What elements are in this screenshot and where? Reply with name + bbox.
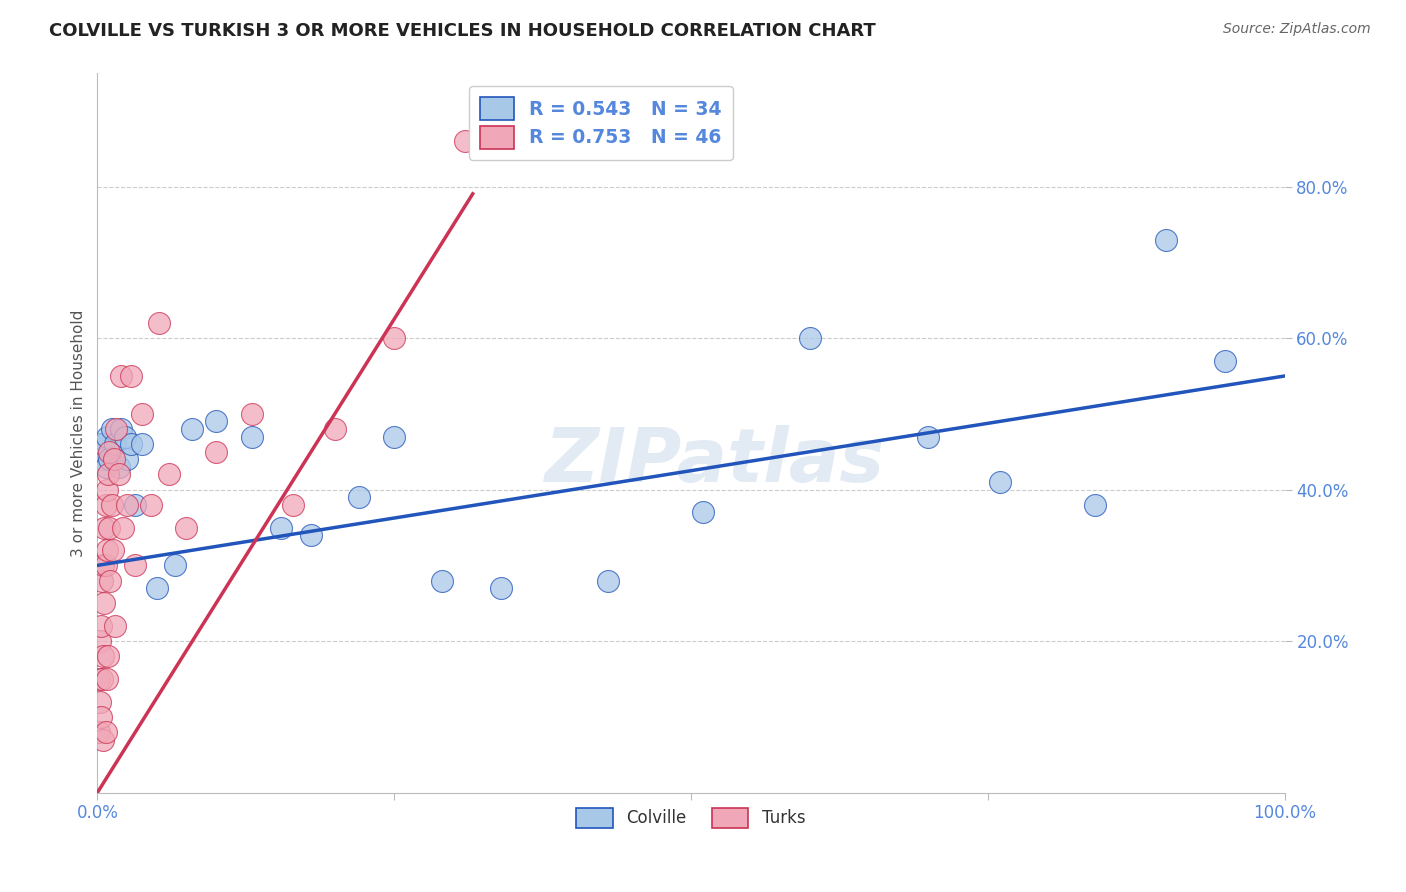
Point (205, 414, 228, 428)
Point (107, 467, 129, 482)
Point (101, 543, 124, 558)
Point (89, 634, 111, 648)
Point (87, 672, 110, 686)
Point (91, 558, 114, 573)
Point (596, 574, 619, 588)
Point (347, 490, 370, 504)
Point (299, 528, 322, 542)
Point (89, 695, 111, 709)
Point (240, 407, 263, 421)
Point (105, 422, 128, 436)
Point (131, 437, 153, 451)
Point (454, 134, 477, 148)
Point (91, 732, 114, 747)
Point (98, 444, 121, 458)
Point (131, 407, 153, 421)
Point (97, 467, 120, 482)
Point (96, 543, 118, 558)
Text: Source: ZipAtlas.com: Source: ZipAtlas.com (1223, 22, 1371, 37)
Point (181, 422, 204, 436)
Point (87, 725, 110, 739)
Point (107, 459, 129, 474)
Point (98, 520, 121, 534)
Point (115, 498, 138, 512)
Point (94, 725, 117, 739)
Text: COLVILLE VS TURKISH 3 OR MORE VEHICLES IN HOUSEHOLD CORRELATION CHART: COLVILLE VS TURKISH 3 OR MORE VEHICLES I… (49, 22, 876, 40)
Point (139, 498, 162, 512)
Point (270, 520, 292, 534)
Point (157, 467, 180, 482)
Legend: Colville, Turks: Colville, Turks (569, 801, 813, 835)
Point (110, 422, 132, 436)
Point (91, 672, 114, 686)
Point (917, 429, 939, 443)
Point (692, 505, 714, 519)
Point (96, 672, 118, 686)
Point (100, 422, 122, 436)
Point (112, 520, 135, 534)
Point (430, 574, 453, 588)
Point (90, 452, 112, 467)
Point (96, 429, 118, 443)
Point (124, 558, 146, 573)
Point (94, 558, 117, 573)
Point (1213, 354, 1236, 368)
Point (100, 574, 122, 588)
Point (90, 619, 112, 633)
Y-axis label: 3 or more Vehicles in Household: 3 or more Vehicles in Household (72, 310, 86, 557)
Point (93, 596, 115, 610)
Point (1154, 233, 1177, 247)
Point (163, 558, 186, 573)
Point (93, 520, 115, 534)
Point (91, 574, 114, 588)
Point (104, 619, 127, 633)
Point (145, 581, 167, 595)
Point (100, 498, 122, 512)
Point (799, 331, 821, 345)
Point (97, 649, 120, 664)
Text: ZIPatlas: ZIPatlas (544, 425, 884, 498)
Point (91, 649, 114, 664)
Point (91, 437, 114, 451)
Point (103, 452, 125, 467)
Point (283, 498, 305, 512)
Point (988, 475, 1011, 489)
Point (110, 369, 132, 384)
Point (96, 483, 118, 497)
Point (120, 437, 142, 451)
Point (148, 316, 170, 330)
Point (323, 422, 346, 436)
Point (1083, 498, 1105, 512)
Point (240, 429, 263, 443)
Point (124, 498, 146, 512)
Point (489, 581, 512, 595)
Point (94, 498, 117, 512)
Point (382, 429, 405, 443)
Point (89, 437, 111, 451)
Point (176, 520, 198, 534)
Point (94, 459, 117, 474)
Point (382, 331, 405, 345)
Point (205, 444, 228, 458)
Point (90, 710, 112, 724)
Point (115, 452, 138, 467)
Point (104, 437, 127, 451)
Point (120, 369, 142, 384)
Point (114, 429, 136, 443)
Point (98, 452, 121, 467)
